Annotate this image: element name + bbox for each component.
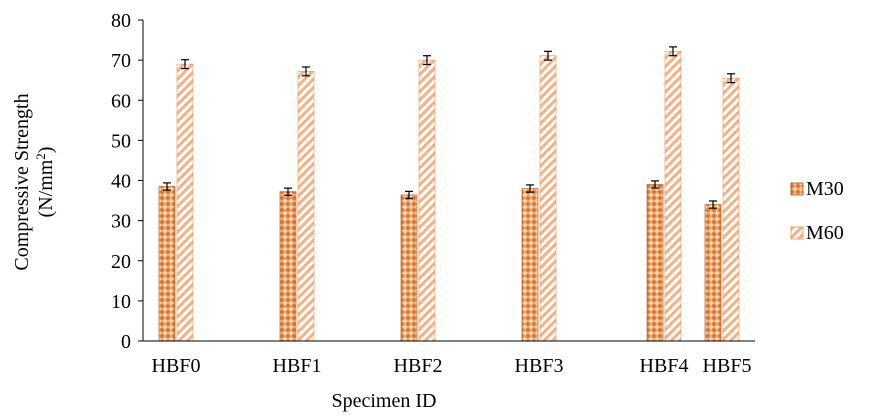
y-tick-label: 80 <box>111 10 131 32</box>
y-tick-label: 70 <box>111 50 131 72</box>
bar-series <box>158 50 740 342</box>
bar-m30-hbf3 <box>521 188 539 342</box>
y-tick-label: 40 <box>111 171 131 193</box>
x-axis-title: Specimen ID <box>332 390 437 412</box>
y-tick-label: 30 <box>111 211 131 233</box>
x-tick-label: HBF2 <box>394 355 443 377</box>
y-axis-title-superscript: 2 <box>33 153 48 160</box>
legend-swatch-m60 <box>790 226 804 240</box>
bar-m30-hbf2 <box>400 194 418 342</box>
bar-m30-hbf5 <box>704 204 722 342</box>
bar-m60-hbf5 <box>722 77 740 342</box>
x-tick-label: HBF4 <box>640 355 689 377</box>
y-tick-label: 0 <box>121 331 131 353</box>
bar-m60-hbf0 <box>176 63 194 342</box>
legend: M30 M60 <box>790 178 844 244</box>
x-tick-label: HBF5 <box>703 355 752 377</box>
bar-m60-hbf2 <box>418 59 436 342</box>
bar-m60-hbf1 <box>297 71 315 342</box>
y-tick-label: 60 <box>111 90 131 112</box>
x-tick-label: HBF0 <box>152 355 201 377</box>
bar-m60-hbf4 <box>664 50 682 342</box>
bar-m30-hbf1 <box>279 191 297 342</box>
x-tick-label: HBF3 <box>515 355 564 377</box>
bar-m60-hbf3 <box>539 55 557 342</box>
legend-label-m30: M30 <box>806 178 844 200</box>
axes <box>142 20 755 342</box>
y-axis-title-line2: (N/mm2) <box>33 147 58 218</box>
x-tick-label: HBF1 <box>273 355 322 377</box>
y-axis-title-line1: Compressive Strength <box>11 93 33 270</box>
y-axis-ticks: 0 10 20 30 40 50 60 70 80 <box>111 10 143 353</box>
legend-label-m60: M60 <box>806 222 844 244</box>
legend-swatch-m30 <box>790 182 804 196</box>
error-bars <box>163 46 735 209</box>
bar-m30-hbf0 <box>158 186 176 342</box>
bar-m30-hbf4 <box>646 184 664 342</box>
y-axis-title: Compressive Strength (N/mm2) <box>11 93 57 270</box>
y-tick-label: 20 <box>111 251 131 273</box>
y-tick-label: 10 <box>111 291 131 313</box>
y-tick-label: 50 <box>111 130 131 152</box>
x-axis-ticks: HBF0 HBF1 HBF2 HBF3 HBF4 HBF5 <box>152 355 752 377</box>
